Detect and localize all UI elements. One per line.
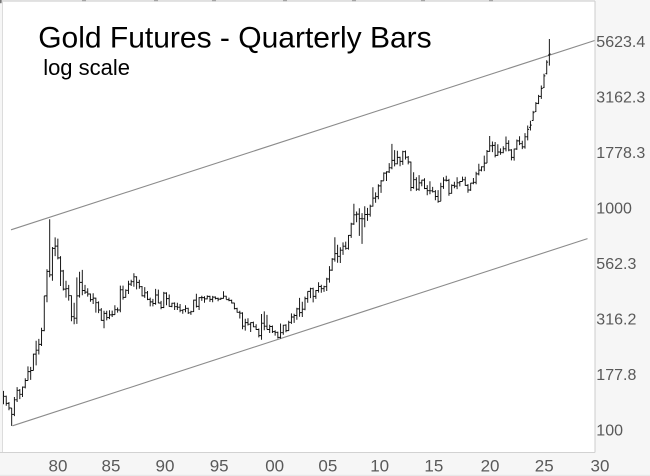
svg-text:log scale: log scale [43, 55, 130, 80]
svg-text:85: 85 [102, 456, 121, 475]
svg-text:25: 25 [535, 456, 554, 475]
svg-text:00: 00 [265, 456, 284, 475]
svg-text:562.3: 562.3 [596, 256, 636, 273]
svg-text:5623.4: 5623.4 [596, 34, 645, 51]
svg-text:90: 90 [156, 456, 175, 475]
svg-text:Gold Futures - Quarterly Bars: Gold Futures - Quarterly Bars [38, 22, 431, 55]
svg-text:95: 95 [210, 456, 229, 475]
svg-text:177.8: 177.8 [596, 367, 636, 384]
svg-text:10: 10 [370, 456, 389, 475]
svg-text:100: 100 [596, 422, 623, 439]
svg-text:05: 05 [318, 456, 337, 475]
svg-text:15: 15 [424, 456, 443, 475]
svg-text:30: 30 [591, 456, 610, 475]
svg-text:20: 20 [481, 456, 500, 475]
svg-text:1778.3: 1778.3 [596, 145, 645, 162]
svg-text:80: 80 [49, 456, 68, 475]
svg-text:1000: 1000 [596, 201, 632, 218]
svg-text:3162.3: 3162.3 [596, 90, 645, 107]
svg-text:316.2: 316.2 [596, 311, 636, 328]
